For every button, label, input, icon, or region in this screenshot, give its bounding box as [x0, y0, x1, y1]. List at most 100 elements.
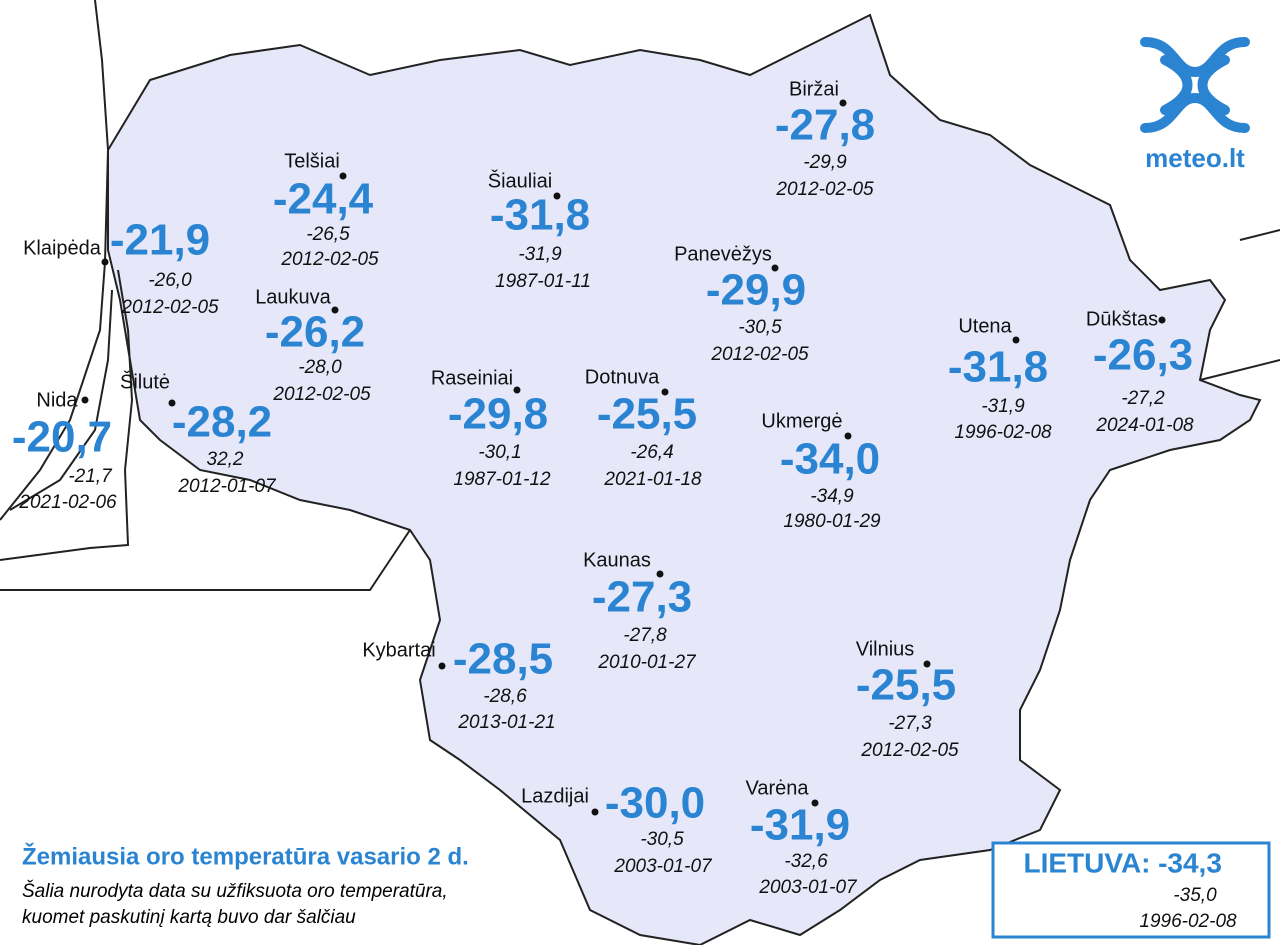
station-name: Nida: [36, 389, 78, 411]
station-name: Dotnuva: [585, 366, 660, 388]
station-temp: -20,7: [12, 413, 112, 462]
title: Žemiausia oro temperatūra vasario 2 d.: [22, 842, 469, 870]
station-dot: [438, 662, 446, 670]
station-temp: -24,4: [273, 175, 374, 224]
station-temp: -29,8: [448, 390, 548, 439]
station-record: -27,8: [623, 625, 667, 646]
station-date: 2012-01-07: [177, 476, 277, 497]
station-record: -27,2: [1121, 388, 1165, 409]
station-date: 2003-01-07: [758, 877, 858, 898]
station-date: 2012-02-05: [120, 297, 219, 318]
station-dot: [844, 432, 852, 440]
station-date: 2012-02-05: [860, 740, 959, 761]
station-dot: [81, 396, 89, 404]
station-dot: [656, 570, 664, 578]
station-record: -26,5: [306, 224, 350, 245]
station-dot: [839, 99, 847, 107]
station-dot: [771, 264, 779, 272]
station-temp: -31,8: [948, 343, 1048, 392]
station-date: 2010-01-27: [597, 652, 697, 673]
station-temp: -29,9: [706, 266, 806, 315]
station-temp: -30,0: [605, 779, 705, 828]
national-label: LIETUVA:: [1023, 847, 1150, 878]
station-name: Kybartai: [362, 639, 435, 661]
station-record: -26,0: [148, 270, 192, 291]
subtitle: kuomet paskutinį kartą buvo dar šalčiau: [22, 907, 356, 928]
station-name: Panevėžys: [674, 243, 772, 265]
station-name: Laukuva: [255, 286, 331, 308]
station-temp: -26,2: [265, 308, 365, 357]
station-temp: -31,8: [490, 191, 590, 240]
logo-text: meteo.lt: [1145, 143, 1245, 173]
subtitle: Šalia nurodyta data su užfiksuota oro te…: [22, 880, 448, 902]
station-date: 2003-01-07: [613, 856, 713, 877]
station-name: Utena: [958, 315, 1012, 337]
station-name: Vilnius: [856, 638, 915, 660]
station-record: -27,3: [888, 713, 932, 734]
station-record: -26,4: [630, 442, 673, 463]
station-temp: -26,3: [1093, 331, 1193, 380]
station-date: 2012-02-05: [272, 384, 371, 405]
station-temp: -27,3: [592, 573, 692, 622]
station-record: -28,0: [298, 357, 342, 378]
station-temp: -31,9: [750, 801, 850, 850]
national-box: [991, 841, 1271, 939]
station-name: Klaipėda: [23, 237, 102, 259]
station-temp: -25,5: [597, 390, 697, 439]
station-name: Telšiai: [284, 150, 340, 172]
station-name: Kaunas: [583, 549, 651, 571]
station-dot: [591, 808, 599, 816]
coastline: [0, 0, 134, 561]
station-record: -30,5: [640, 829, 684, 850]
station-name: Lazdijai: [521, 785, 589, 807]
station-temp: -21,9: [110, 216, 210, 265]
station-record: -31,9: [981, 396, 1025, 417]
station-date: 1987-01-11: [495, 271, 591, 292]
station-dot: [513, 386, 521, 394]
station-record: -30,1: [478, 442, 521, 463]
station-temp: -34,0: [780, 435, 880, 484]
station-name: Raseiniai: [431, 367, 513, 389]
logo: [1140, 37, 1250, 133]
station-record: -28,6: [483, 686, 527, 707]
station-name: Biržai: [789, 78, 839, 100]
station-dot: [923, 660, 931, 668]
station-dot: [661, 388, 669, 396]
station-temp: -28,2: [172, 398, 272, 447]
station-dot: [1158, 316, 1166, 324]
station-temp: -28,5: [453, 635, 553, 684]
station-name: Ukmergė: [761, 410, 842, 432]
station-record: 32,2: [207, 449, 244, 470]
station-dot: [339, 172, 347, 180]
national-date: 1996-02-08: [1139, 911, 1237, 932]
station-temp: -25,5: [856, 661, 956, 710]
station-date: 1987-01-12: [453, 469, 551, 490]
station-dot: [168, 399, 176, 407]
country-shape: [107, 13, 1262, 945]
station-date: 2021-02-06: [18, 492, 117, 513]
station-dot: [553, 192, 561, 200]
station-date: 2021-01-18: [603, 469, 702, 490]
station-dot: [101, 258, 109, 266]
station-name: Dūkštas: [1086, 308, 1158, 330]
border-line: [0, 229, 1280, 591]
station-record: -34,9: [810, 486, 854, 507]
station-dot: [331, 306, 339, 314]
station-date: 1996-02-08: [954, 422, 1052, 443]
station-record: -30,5: [738, 317, 782, 338]
station-dot: [811, 799, 819, 807]
station-dot: [1012, 336, 1020, 344]
station-record: -32,6: [784, 851, 828, 872]
station-date: 2012-02-05: [775, 179, 874, 200]
station-date: 2012-02-05: [710, 344, 809, 365]
station-name: Šiauliai: [488, 169, 552, 192]
station-date: 1980-01-29: [783, 511, 881, 532]
station-record: -29,9: [803, 152, 847, 173]
station-date: 2024-01-08: [1095, 415, 1194, 436]
station-date: 2012-02-05: [280, 249, 379, 270]
station-record: -21,7: [68, 466, 113, 487]
station-temp: -27,8: [775, 101, 875, 150]
national-temp: -34,3: [1158, 847, 1222, 878]
station-record: -31,9: [518, 244, 562, 265]
